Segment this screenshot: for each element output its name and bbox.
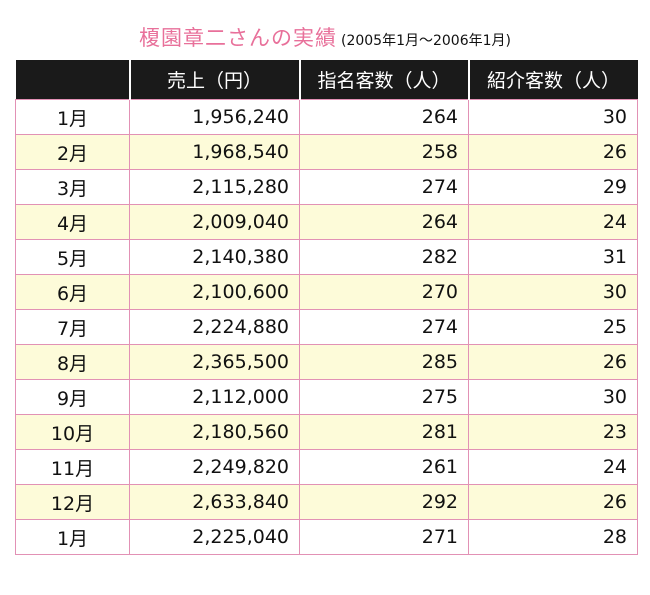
referred-cell: 30 xyxy=(468,274,638,310)
named-cell: 270 xyxy=(299,274,469,310)
table-row: 7月 2,224,880 274 25 xyxy=(15,309,638,345)
table-row: 2月 1,968,540 258 26 xyxy=(15,134,638,170)
month-cell: 4月 xyxy=(15,204,130,240)
page-title: 榎園章二さんの実績 (2005年1月〜2006年1月) xyxy=(0,22,650,52)
header-month xyxy=(15,60,130,100)
sales-cell: 2,225,040 xyxy=(129,519,300,555)
sales-cell: 2,140,380 xyxy=(129,239,300,275)
referred-cell: 26 xyxy=(468,134,638,170)
table-row: 11月 2,249,820 261 24 xyxy=(15,449,638,485)
table-row: 8月 2,365,500 285 26 xyxy=(15,344,638,380)
header-named-customers: 指名客数（人） xyxy=(298,60,469,100)
named-cell: 271 xyxy=(299,519,469,555)
table-row: 1月 2,225,040 271 28 xyxy=(15,519,638,555)
month-cell: 3月 xyxy=(15,169,130,205)
month-cell: 9月 xyxy=(15,379,130,415)
header-row: 売上（円） 指名客数（人） 紹介客数（人） xyxy=(15,60,638,100)
table-row: 3月 2,115,280 274 29 xyxy=(15,169,638,205)
sales-cell: 2,365,500 xyxy=(129,344,300,380)
month-cell: 7月 xyxy=(15,309,130,345)
named-cell: 264 xyxy=(299,99,469,135)
table-row: 12月 2,633,840 292 26 xyxy=(15,484,638,520)
title-subtitle: (2005年1月〜2006年1月) xyxy=(341,33,511,49)
referred-cell: 30 xyxy=(468,99,638,135)
month-cell: 6月 xyxy=(15,274,130,310)
header-sales: 売上（円） xyxy=(128,60,300,100)
named-cell: 261 xyxy=(299,449,469,485)
month-cell: 10月 xyxy=(15,414,130,450)
month-cell: 1月 xyxy=(15,519,130,555)
table-row: 6月 2,100,600 270 30 xyxy=(15,274,638,310)
month-cell: 5月 xyxy=(15,239,130,275)
referred-cell: 31 xyxy=(468,239,638,275)
named-cell: 264 xyxy=(299,204,469,240)
sales-cell: 2,115,280 xyxy=(129,169,300,205)
title-main: 榎園章二さんの実績 xyxy=(139,26,337,50)
named-cell: 275 xyxy=(299,379,469,415)
referred-cell: 26 xyxy=(468,344,638,380)
month-cell: 1月 xyxy=(15,99,130,135)
named-cell: 292 xyxy=(299,484,469,520)
referred-cell: 23 xyxy=(468,414,638,450)
table-row: 4月 2,009,040 264 24 xyxy=(15,204,638,240)
referred-cell: 26 xyxy=(468,484,638,520)
named-cell: 274 xyxy=(299,309,469,345)
referred-cell: 24 xyxy=(468,449,638,485)
sales-cell: 2,249,820 xyxy=(129,449,300,485)
sales-cell: 2,100,600 xyxy=(129,274,300,310)
referred-cell: 25 xyxy=(468,309,638,345)
sales-cell: 2,633,840 xyxy=(129,484,300,520)
referred-cell: 24 xyxy=(468,204,638,240)
sales-cell: 2,180,560 xyxy=(129,414,300,450)
sales-cell: 2,112,000 xyxy=(129,379,300,415)
header-referred-customers: 紹介客数（人） xyxy=(467,60,638,100)
referred-cell: 28 xyxy=(468,519,638,555)
named-cell: 258 xyxy=(299,134,469,170)
sales-cell: 1,968,540 xyxy=(129,134,300,170)
table-row: 1月 1,956,240 264 30 xyxy=(15,99,638,135)
table-row: 10月 2,180,560 281 23 xyxy=(15,414,638,450)
month-cell: 12月 xyxy=(15,484,130,520)
sales-cell: 2,009,040 xyxy=(129,204,300,240)
named-cell: 285 xyxy=(299,344,469,380)
named-cell: 281 xyxy=(299,414,469,450)
performance-table: 売上（円） 指名客数（人） 紹介客数（人） 1月 1,956,240 264 3… xyxy=(15,60,638,555)
table-row: 9月 2,112,000 275 30 xyxy=(15,379,638,415)
named-cell: 274 xyxy=(299,169,469,205)
sales-cell: 1,956,240 xyxy=(129,99,300,135)
named-cell: 282 xyxy=(299,239,469,275)
month-cell: 2月 xyxy=(15,134,130,170)
month-cell: 11月 xyxy=(15,449,130,485)
referred-cell: 30 xyxy=(468,379,638,415)
sales-cell: 2,224,880 xyxy=(129,309,300,345)
referred-cell: 29 xyxy=(468,169,638,205)
table-row: 5月 2,140,380 282 31 xyxy=(15,239,638,275)
month-cell: 8月 xyxy=(15,344,130,380)
